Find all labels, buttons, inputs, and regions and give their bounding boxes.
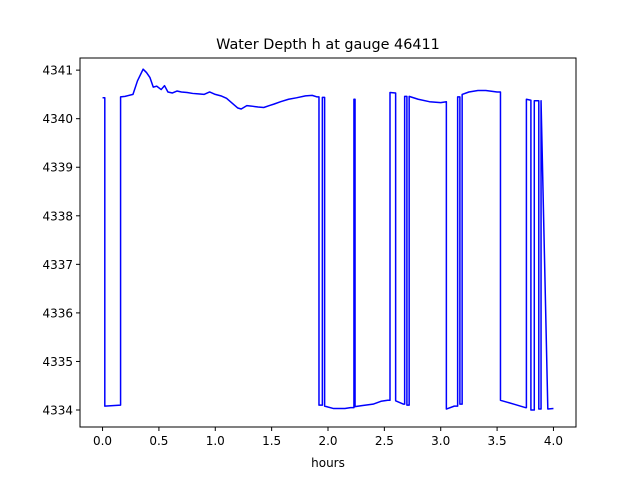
x-tick-label: 1.0 [206, 434, 225, 448]
y-tick-label: 4334 [42, 404, 73, 418]
series-line-0 [102, 68, 554, 411]
y-tick-label: 4336 [42, 306, 73, 320]
x-tick-label: 1.5 [262, 434, 281, 448]
plot-area [102, 68, 554, 411]
x-tick-label: 2.5 [375, 434, 394, 448]
plot-frame [79, 57, 577, 428]
chart-title: Water Depth h at gauge 46411 [216, 37, 440, 53]
x-axis: 0.0 0.5 1.0 1.5 2.0 2.5 3.0 3.5 4.0 [93, 427, 563, 448]
y-tick-label: 4339 [42, 161, 73, 175]
x-tick-label: 3.5 [488, 434, 507, 448]
y-axis: 4334 4335 4336 4337 4338 4339 4340 4341 [42, 64, 80, 418]
x-tick-label: 3.0 [431, 434, 450, 448]
y-tick-label: 4340 [42, 112, 73, 126]
x-tick-label: 0.0 [93, 434, 112, 448]
x-axis-title: hours [311, 456, 345, 470]
y-tick-label: 4341 [42, 64, 73, 78]
x-tick-label: 4.0 [544, 434, 563, 448]
x-tick-label: 0.5 [149, 434, 168, 448]
y-tick-label: 4338 [42, 209, 73, 223]
y-tick-label: 4335 [42, 355, 73, 369]
y-tick-label: 4337 [42, 258, 73, 272]
x-tick-label: 2.0 [318, 434, 337, 448]
